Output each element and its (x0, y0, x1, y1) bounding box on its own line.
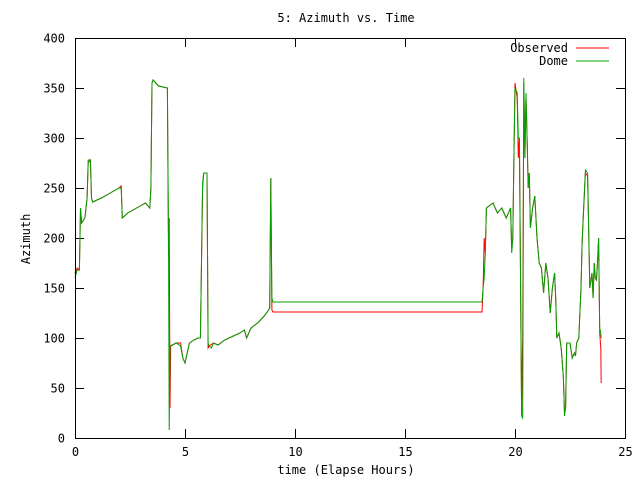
y-tick-label: 50 (51, 382, 65, 396)
y-tick-label: 200 (43, 232, 65, 246)
chart-title: 5: Azimuth vs. Time (277, 11, 414, 25)
y-tick-label: 400 (43, 32, 65, 46)
x-tick-label: 20 (508, 445, 522, 459)
series-line-observed (74, 79, 602, 414)
x-tick-label: 0 (72, 445, 79, 459)
series-layer (74, 77, 602, 431)
y-axis-label: Azimuth (19, 214, 33, 265)
y-tick-label: 0 (58, 432, 65, 446)
x-tick-label: 15 (398, 445, 412, 459)
legend: Observed Dome (510, 41, 609, 68)
axis-ticks: 0 50 100 150 200 250 300 350 400 0 5 10 15 20 25 (43, 32, 632, 460)
y-tick-label: 100 (43, 332, 65, 346)
x-tick-label: 25 (618, 445, 632, 459)
y-tick-label: 300 (43, 132, 65, 146)
x-tick-label: 10 (288, 445, 302, 459)
legend-label-dome: Dome (539, 54, 568, 68)
y-tick-label: 250 (43, 182, 65, 196)
x-axis-label: time (Elapse Hours) (277, 463, 414, 477)
y-tick-label: 150 (43, 282, 65, 296)
legend-label-observed: Observed (510, 41, 568, 55)
series-line-dome (74, 77, 602, 431)
y-tick-label: 350 (43, 82, 65, 96)
plot-frame (75, 38, 626, 439)
x-tick-label: 5 (182, 445, 189, 459)
